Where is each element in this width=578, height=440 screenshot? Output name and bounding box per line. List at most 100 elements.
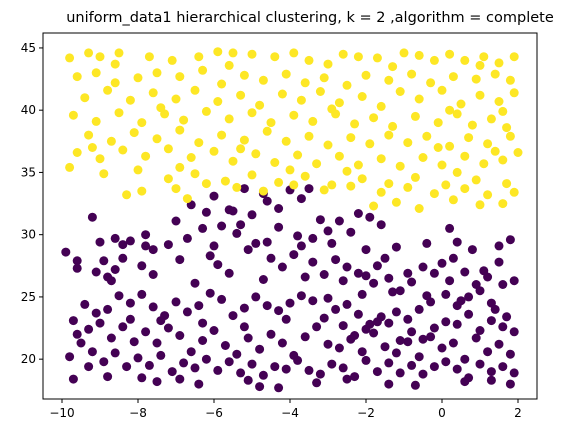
scatter-point [296,95,306,105]
scatter-point [296,241,306,251]
scatter-point [281,314,291,324]
scatter-point [171,216,181,226]
scatter-point [452,237,462,247]
scatter-point [452,109,462,119]
scatter-point [103,304,113,314]
chart-title: uniform_data1 hierarchical clustering, k… [66,10,554,26]
scatter-point [388,121,398,131]
scatter-point [464,133,474,143]
scatter-point [224,114,234,124]
scatter-point [182,194,192,204]
scatter-point [391,348,401,358]
scatter-point [384,358,394,368]
scatter-point [475,326,485,335]
scatter-point [110,78,120,88]
scatter-point [141,327,151,337]
scatter-point [509,276,519,286]
scatter-point [312,322,322,332]
scatter-point [471,175,481,185]
scatter-point [175,72,185,82]
scatter-point [448,253,458,263]
scatter-point [327,104,337,114]
scatter-point [266,118,276,128]
scatter-point [277,262,287,272]
scatter-point [68,110,78,120]
scatter-point [490,304,500,314]
scatter-point [122,362,132,372]
x-tick-label: −8 [129,406,147,420]
scatter-point [494,257,504,267]
scatter-point [243,375,253,385]
scatter-point [315,369,325,379]
scatter-point [190,278,200,288]
scatter-point [270,52,280,62]
scatter-point [376,187,386,197]
scatter-point [403,337,413,347]
scatter-point [255,344,265,354]
scatter-point [182,307,192,317]
scatter-point [133,165,143,175]
scatter-point [376,154,386,164]
scatter-point [353,209,363,218]
scatter-point [224,268,234,278]
scatter-point [464,292,474,302]
scatter-point [72,72,82,82]
y-tick-label: 35 [21,165,36,179]
scatter-point [285,165,295,175]
scatter-point [300,78,310,88]
axes: −10 −8 −6 −4 −2 0 2 20 25 30 35 40 45 [21,32,538,420]
scatter-point [445,49,455,59]
scatter-point [308,116,318,126]
scatter-point [452,167,462,177]
scatter-point [498,280,508,289]
scatter-point [479,159,489,169]
scatter-point [403,138,413,148]
scatter-point [323,140,333,150]
scatter-point [334,343,344,353]
scatter-point [509,368,519,378]
scatter-point [456,296,466,306]
scatter-point [331,255,341,265]
scatter-point [445,105,455,115]
scatter-point [323,293,333,303]
scatter-point [274,306,284,316]
scatter-point [118,322,128,332]
scatter-point [194,379,204,389]
scatter-point [502,123,512,133]
scatter-point [369,113,379,123]
scatter-point [141,230,151,240]
scatter-point [384,130,394,140]
scatter-point [118,253,128,263]
scatter-point [422,238,432,248]
scatter-point [72,148,82,157]
scatter-point [319,73,329,83]
scatter-point [281,69,291,79]
scatter-point [319,185,329,195]
scatter-point [293,150,303,160]
scatter-point [361,245,371,255]
scatter-point [274,383,284,393]
scatter-point [239,322,249,332]
scatter-point [483,347,493,357]
scatter-point [129,128,139,138]
scatter-point [342,299,352,309]
scatter-point [384,179,394,189]
scatter-point [182,233,192,243]
scatter-point [437,85,447,95]
scatter-point [414,352,424,362]
scatter-point [179,115,189,125]
scatter-point [300,272,310,282]
scatter-point [270,158,280,167]
scatter-point [125,236,135,246]
scatter-point [262,237,272,247]
x-tick-label: −2 [357,406,375,420]
scatter-point [350,119,360,129]
scatter-point [251,292,261,302]
scatter-point [505,235,515,245]
scatter-point [87,212,97,222]
scatter-point [72,263,82,273]
scatter-point [460,151,470,161]
scatter-point [342,166,352,176]
scatter-point [289,110,299,120]
scatter-point [72,256,82,266]
